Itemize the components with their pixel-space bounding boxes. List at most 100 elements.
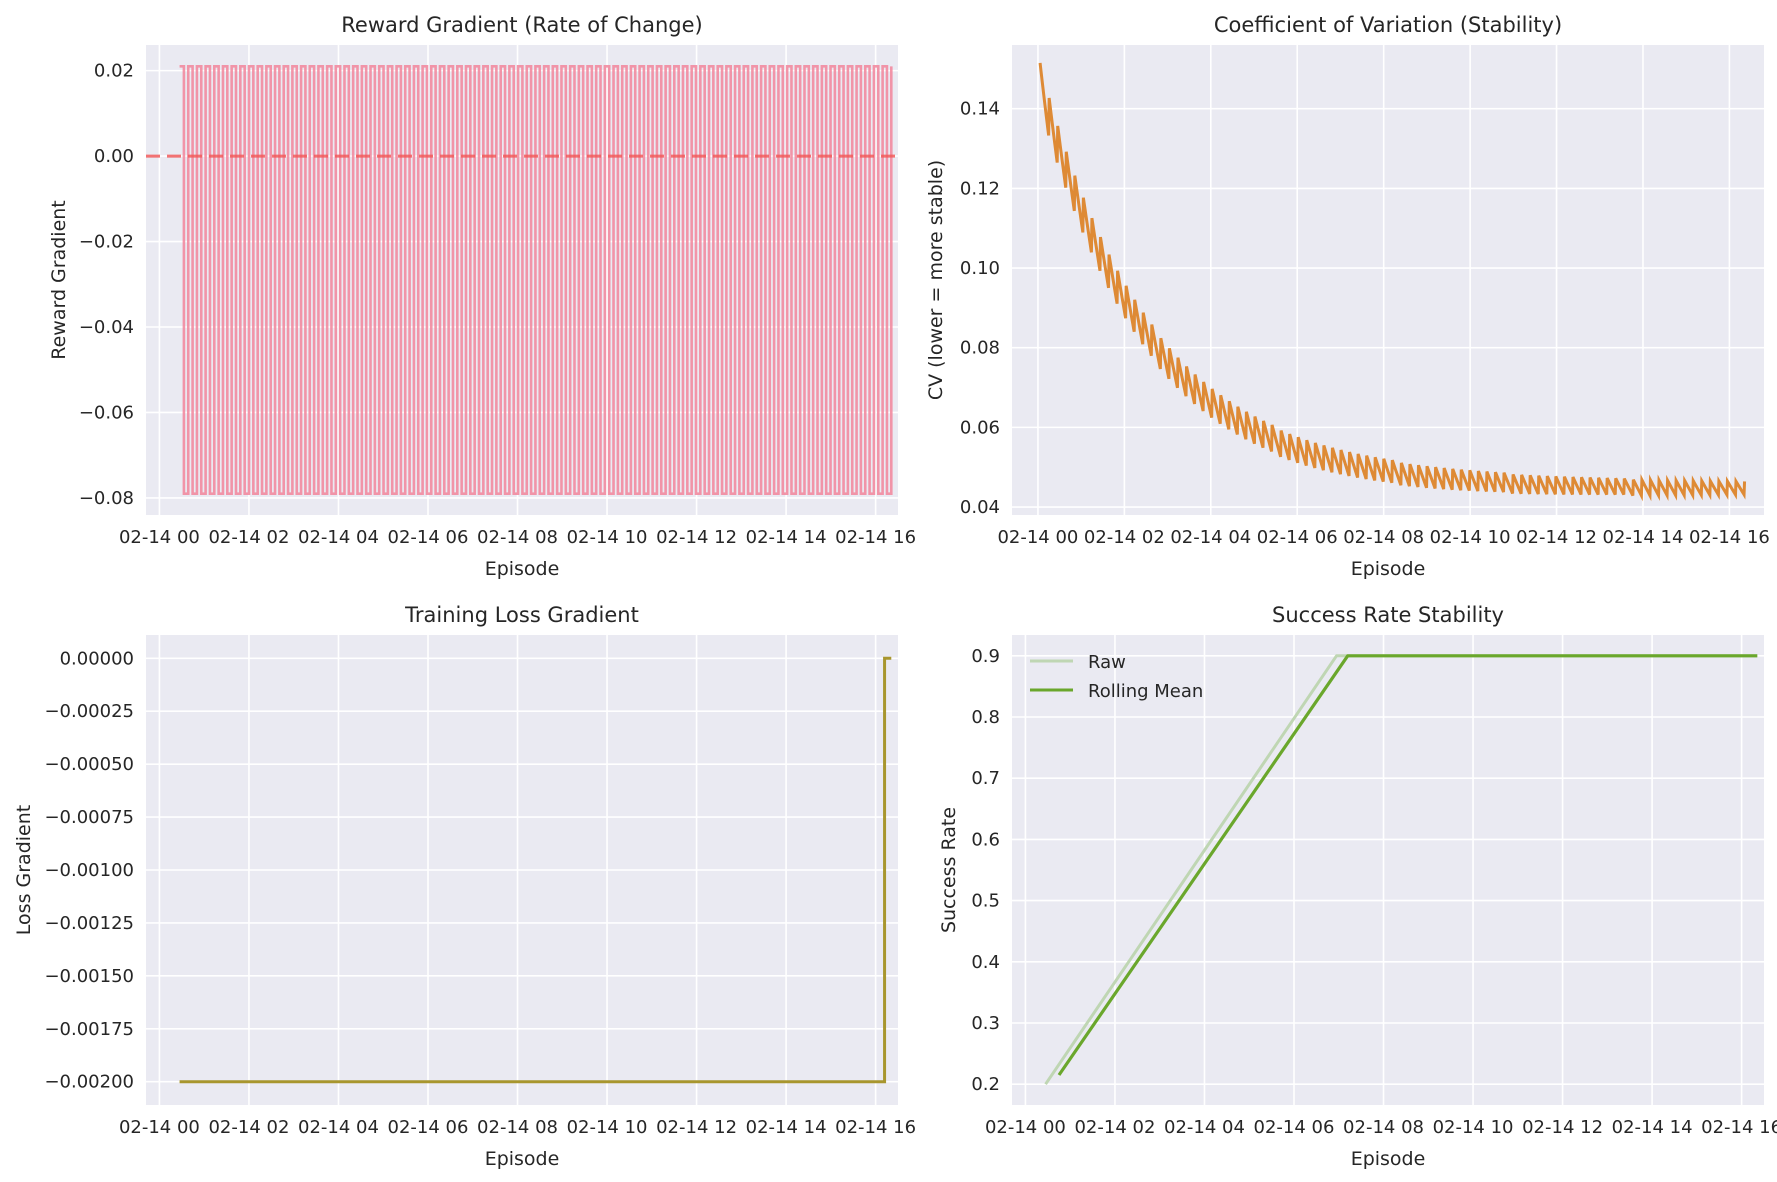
y-tick-label: −0.00025: [44, 701, 134, 722]
loss-gradient-series: [179, 656, 892, 1084]
x-tick-label: 02-14 14: [1612, 1117, 1693, 1138]
tick-labels: 02-14 00 02-14 02 02-14 04 02-14 06 02-14 08…: [44, 648, 916, 1138]
chart-title: Training Loss Gradient: [404, 603, 639, 627]
x-tick-label: 02-14 12: [1516, 527, 1597, 548]
grid: [1012, 45, 1764, 515]
y-tick-label: 0.10: [960, 258, 1000, 279]
y-tick-label: −0.00075: [44, 807, 134, 828]
x-tick-label: 02-14 06: [1254, 1117, 1335, 1138]
x-tick-label: 02-14 10: [567, 1117, 648, 1138]
tick-labels: 02-14 00 02-14 02 02-14 04 02-14 06 02-14 08…: [960, 99, 1770, 548]
tick-labels: 02-14 00 02-14 02 02-14 04 02-14 06 02-14 08…: [79, 61, 916, 548]
x-tick-label: 02-14 04: [1170, 527, 1251, 548]
chart-title: Success Rate Stability: [1272, 603, 1504, 627]
y-axis-label: CV (lower = more stable): [925, 160, 947, 400]
legend-label-rolling-mean: Rolling Mean: [1088, 681, 1203, 702]
y-tick-label: 0.4: [971, 952, 1000, 973]
x-axis-label: Episode: [485, 558, 560, 580]
x-tick-label: 02-14 14: [1603, 527, 1684, 548]
y-tick-label: 0.14: [960, 99, 1000, 120]
x-tick-label: 02-14 14: [746, 527, 827, 548]
y-tick-label: 0.9: [971, 646, 1000, 667]
x-tick-label: 02-14 10: [1433, 1117, 1514, 1138]
y-tick-label: 0.7: [971, 768, 1000, 789]
x-tick-label: 02-14 12: [656, 527, 737, 548]
y-tick-label: −0.00125: [44, 913, 134, 934]
coefficient-of-variation-panel: 02-14 00 02-14 02 02-14 04 02-14 06 02-14 08…: [925, 13, 1770, 580]
y-tick-label: 0.00000: [60, 648, 134, 669]
rolling-mean-series: [1057, 654, 1758, 1076]
y-axis-label: Loss Gradient: [13, 805, 35, 935]
x-tick-label: 02-14 04: [1164, 1117, 1245, 1138]
y-tick-label: −0.06: [79, 402, 134, 423]
tick-labels: 02-14 00 02-14 02 02-14 04 02-14 06 02-14 08…: [971, 646, 1777, 1138]
y-tick-label: −0.00175: [44, 1019, 134, 1040]
x-tick-label: 02-14 10: [1430, 527, 1511, 548]
y-tick-label: 0.02: [94, 61, 134, 82]
x-tick-label: 02-14 00: [997, 527, 1078, 548]
x-tick-label: 02-14 06: [388, 527, 469, 548]
x-tick-label: 02-14 16: [1701, 1117, 1777, 1138]
legend-label-raw: Raw: [1088, 652, 1126, 673]
x-tick-label: 02-14 16: [835, 1117, 916, 1138]
x-tick-label: 02-14 08: [1343, 1117, 1424, 1138]
x-tick-label: 02-14 14: [746, 1117, 827, 1138]
x-tick-label: 02-14 02: [208, 527, 289, 548]
x-tick-label: 02-14 16: [1689, 527, 1770, 548]
x-tick-label: 02-14 04: [298, 1117, 379, 1138]
y-tick-label: 0.00: [94, 146, 134, 167]
x-tick-label: 02-14 02: [1074, 1117, 1155, 1138]
x-tick-label: 02-14 08: [1343, 527, 1424, 548]
chart-title: Reward Gradient (Rate of Change): [341, 13, 703, 37]
reward-gradient-series: [179, 65, 893, 495]
chart-title: Coefficient of Variation (Stability): [1214, 13, 1562, 37]
legend: Raw Rolling Mean: [1030, 652, 1203, 702]
y-tick-label: 0.12: [960, 178, 1000, 199]
x-tick-label: 02-14 08: [477, 527, 558, 548]
y-tick-label: 0.06: [960, 417, 1000, 438]
x-tick-label: 02-14 04: [298, 527, 379, 548]
x-tick-label: 02-14 06: [388, 1117, 469, 1138]
x-axis-label: Episode: [1351, 1148, 1426, 1170]
y-tick-label: 0.8: [971, 707, 1000, 728]
x-tick-label: 02-14 02: [1084, 527, 1165, 548]
y-tick-label: −0.00200: [44, 1072, 134, 1093]
cv-series: [1038, 62, 1747, 502]
y-tick-label: −0.00150: [44, 966, 134, 987]
x-axis-label: Episode: [485, 1148, 560, 1170]
x-tick-label: 02-14 10: [567, 527, 648, 548]
reward-gradient-panel: 02-14 00 02-14 02 02-14 04 02-14 06 02-14 08…: [48, 13, 916, 580]
x-tick-label: 02-14 16: [835, 527, 916, 548]
x-tick-label: 02-14 12: [656, 1117, 737, 1138]
x-tick-label: 02-14 00: [119, 1117, 200, 1138]
x-tick-label: 02-14 08: [477, 1117, 558, 1138]
y-axis-label: Success Rate: [938, 807, 960, 933]
series-marks: [1038, 62, 1747, 502]
series-marks: [146, 65, 898, 495]
x-tick-label: 02-14 12: [1522, 1117, 1603, 1138]
y-tick-label: 0.08: [960, 338, 1000, 359]
y-tick-label: 0.6: [971, 829, 1000, 850]
y-tick-label: 0.04: [960, 497, 1000, 518]
y-tick-label: −0.02: [79, 232, 134, 253]
y-tick-label: 0.3: [971, 1013, 1000, 1034]
y-tick-label: −0.00100: [44, 860, 134, 881]
training-loss-gradient-panel: 02-14 00 02-14 02 02-14 04 02-14 06 02-14 08…: [13, 603, 916, 1170]
series-marks: [179, 656, 892, 1084]
success-rate-stability-panel: 02-14 00 02-14 02 02-14 04 02-14 06 02-14 08…: [938, 603, 1777, 1170]
y-tick-label: 0.2: [971, 1074, 1000, 1095]
series-marks: [1044, 654, 1758, 1086]
x-tick-label: 02-14 00: [119, 527, 200, 548]
y-axis-label: Reward Gradient: [48, 200, 70, 360]
y-tick-label: −0.04: [79, 317, 134, 338]
plot-area: [1012, 45, 1764, 515]
y-tick-label: 0.5: [971, 891, 1000, 912]
x-tick-label: 02-14 00: [985, 1117, 1066, 1138]
x-tick-label: 02-14 06: [1257, 527, 1338, 548]
y-tick-label: −0.00050: [44, 754, 134, 775]
plot-area: [1012, 635, 1764, 1105]
x-axis-label: Episode: [1351, 558, 1426, 580]
y-tick-label: −0.08: [79, 488, 134, 509]
x-tick-label: 02-14 02: [208, 1117, 289, 1138]
